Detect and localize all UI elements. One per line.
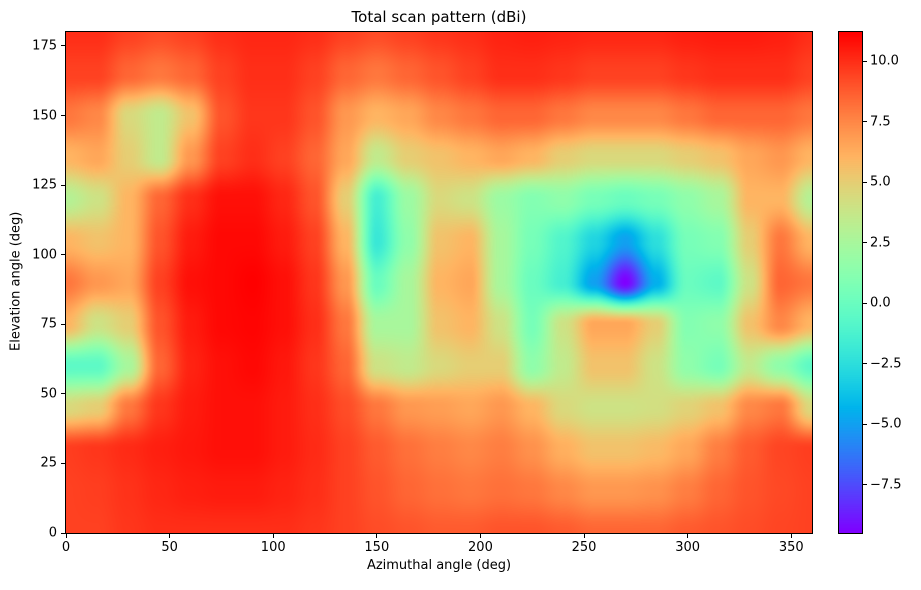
x-tick-mark <box>790 534 792 538</box>
colorbar-tick-mark <box>863 181 867 183</box>
heatmap-canvas <box>66 32 812 533</box>
x-tick-label: 50 <box>161 540 178 555</box>
x-tick-mark <box>583 534 585 538</box>
x-tick-label: 200 <box>468 540 493 555</box>
chart-title: Total scan pattern (dBi) <box>351 8 527 26</box>
colorbar-tick-label: −7.5 <box>870 477 902 493</box>
colorbar-tick-mark <box>863 484 867 486</box>
x-tick-label: 150 <box>364 540 390 555</box>
x-tick-mark <box>687 534 689 538</box>
colorbar <box>838 31 863 534</box>
colorbar-tick-label: 5.0 <box>870 174 891 190</box>
x-tick-label: 250 <box>571 540 597 555</box>
colorbar-tick-label: −5.0 <box>870 416 902 432</box>
colorbar-tick-label: 7.5 <box>870 114 891 130</box>
x-tick-mark <box>65 534 67 538</box>
colorbar-tick-label: 2.5 <box>870 235 891 251</box>
colorbar-tick-mark <box>863 121 867 123</box>
x-tick-label: 100 <box>260 540 286 555</box>
plot-area <box>65 31 813 534</box>
x-tick-mark <box>479 534 481 538</box>
colorbar-tick-label: 0.0 <box>870 295 891 311</box>
x-tick-mark <box>376 534 378 538</box>
colorbar-tick-mark <box>863 423 867 425</box>
x-tick-mark <box>169 534 171 538</box>
colorbar-tick-mark <box>863 302 867 304</box>
x-tick-label: 350 <box>778 540 804 555</box>
x-tick-label: 300 <box>675 540 701 555</box>
x-tick-mark <box>272 534 274 538</box>
colorbar-tick-label: −2.5 <box>870 356 902 372</box>
colorbar-tick-label: 10.0 <box>870 53 899 69</box>
colorbar-tick-mark <box>863 242 867 244</box>
colorbar-tick-mark <box>863 60 867 62</box>
colorbar-tick-mark <box>863 363 867 365</box>
colorbar-canvas <box>839 32 862 533</box>
y-axis-label: Elevation angle (deg) <box>8 211 24 352</box>
x-tick-label: 0 <box>61 540 71 555</box>
x-axis-label: Azimuthal angle (deg) <box>366 558 512 573</box>
